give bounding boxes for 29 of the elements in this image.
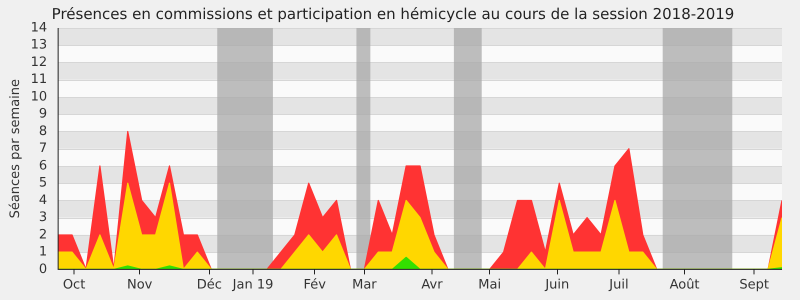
x-tick-label: Fév (303, 278, 326, 293)
y-tick-label: 11 (30, 72, 48, 88)
y-tick-label: 12 (30, 54, 48, 70)
y-axis-title: Séances par semaine (8, 78, 24, 218)
y-tick-label: 2 (38, 227, 48, 242)
x-tick-label: Déc (196, 278, 222, 293)
x-tick-label: Mai (478, 278, 502, 293)
x-tick-label: Oct (62, 278, 86, 293)
chart-title: Présences en commissions et participation en hémicycle au cours de la session 2018-2019 (52, 4, 734, 23)
y-tick-label: 13 (30, 38, 48, 53)
x-tick-label: Sept (739, 278, 769, 293)
y-tick-label: 7 (38, 141, 48, 156)
y-tick-label: 1 (38, 244, 48, 260)
y-tick-label: 3 (38, 210, 48, 226)
y-tick-label: 5 (38, 176, 48, 191)
y-tick-label: 9 (38, 106, 48, 122)
x-tick-label: Août (670, 278, 700, 293)
y-tick-label: 10 (30, 89, 48, 104)
x-tick-label: Juin (544, 278, 570, 293)
y-tick-label: 4 (38, 192, 48, 208)
y-tick-label: 0 (38, 262, 48, 277)
y-tick-label: 14 (30, 20, 48, 36)
x-tick-label: Juil (608, 278, 629, 293)
x-tick-label: Jan 19 (232, 278, 274, 293)
x-tick-label: Nov (126, 278, 153, 293)
x-tick-label: Avr (421, 278, 444, 293)
y-tick-label: 6 (38, 158, 48, 174)
y-tick-label: 8 (38, 124, 48, 139)
x-tick-label: Mar (352, 278, 378, 293)
